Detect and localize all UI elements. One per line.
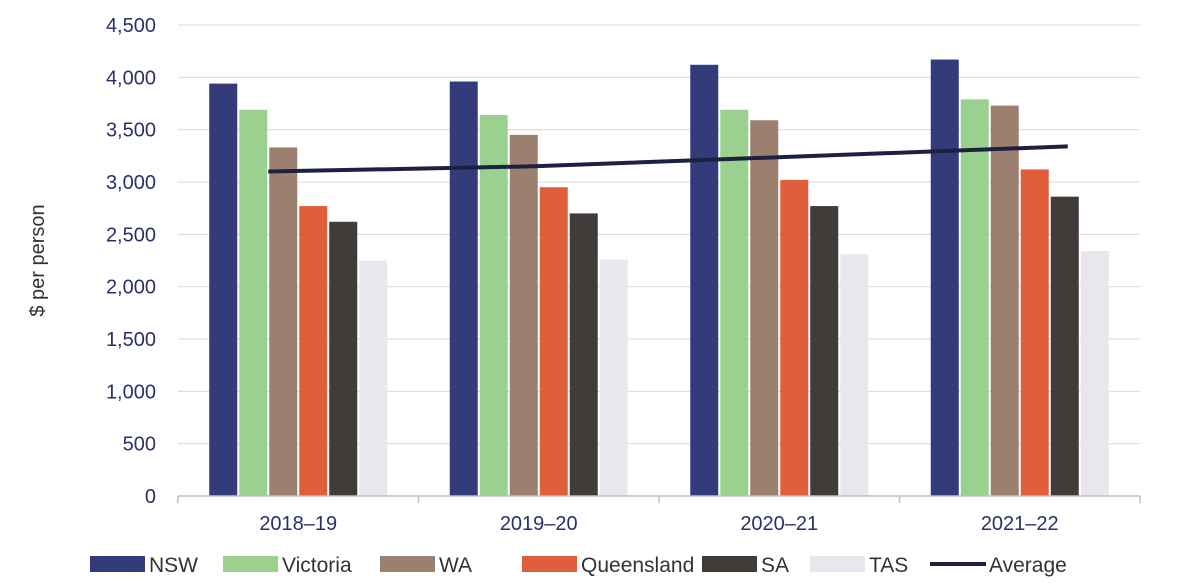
legend-label-sa: SA — [761, 554, 789, 577]
average-line-group — [268, 144, 1068, 174]
bar-victoria-0 — [239, 109, 268, 496]
bar-sa-3 — [1050, 196, 1079, 497]
bar-sa-0 — [329, 221, 358, 497]
x-axis — [177, 495, 1141, 503]
x-category-label: 2021–22 — [981, 513, 1059, 535]
y-tick-label: 4,000 — [106, 67, 156, 89]
legend-label-victoria: Victoria — [282, 554, 352, 577]
bar-tas-3 — [1080, 251, 1109, 496]
y-tick-label: 2,000 — [106, 277, 156, 299]
bar-queensland-2 — [780, 179, 809, 496]
x-category-label: 2020–21 — [740, 513, 818, 535]
bar-queensland-3 — [1020, 169, 1049, 496]
legend-label-nsw: NSW — [149, 554, 198, 577]
y-tick-label: 1,500 — [106, 329, 156, 351]
bar-tas-1 — [599, 259, 628, 496]
legend-swatch-wa — [380, 556, 435, 572]
bar-victoria-3 — [960, 99, 989, 497]
legend-swatch-tas — [810, 556, 865, 572]
legend-label-queensland: Queensland — [581, 554, 694, 577]
bar-tas-2 — [840, 254, 869, 496]
bar-wa-0 — [269, 147, 298, 496]
y-tick-label: 2,500 — [106, 224, 156, 246]
legend-label-tas: TAS — [869, 554, 908, 577]
y-tick-label: 1,000 — [106, 381, 156, 403]
bar-sa-1 — [569, 213, 598, 496]
legend-label-wa: WA — [439, 554, 472, 577]
bar-wa-1 — [509, 134, 538, 496]
bar-victoria-2 — [720, 109, 749, 496]
bar-wa-3 — [990, 105, 1019, 497]
y-tick-label: 3,500 — [106, 120, 156, 142]
x-axis-category-labels: 2018–19 2019–20 2020–21 2021–22 — [259, 513, 1058, 535]
legend-swatch-victoria — [223, 556, 278, 572]
legend: NSW Victoria WA Queensland SA TAS Average — [90, 554, 1067, 577]
x-category-label: 2019–20 — [500, 513, 578, 535]
bar-nsw-2 — [690, 64, 719, 497]
bar-queensland-0 — [299, 206, 328, 496]
legend-label-average: Average — [989, 554, 1067, 577]
bar-victoria-1 — [479, 115, 508, 496]
bars — [209, 59, 1109, 497]
bar-nsw-3 — [930, 59, 959, 496]
bar-queensland-1 — [539, 187, 568, 496]
bar-nsw-1 — [449, 81, 478, 497]
bar-wa-2 — [750, 120, 779, 496]
average-line — [268, 144, 1068, 174]
x-category-label: 2018–19 — [259, 513, 337, 535]
bar-sa-2 — [810, 206, 839, 496]
legend-swatch-nsw — [90, 556, 145, 572]
y-tick-label: 0 — [145, 486, 156, 508]
y-tick-label: 3,000 — [106, 172, 156, 194]
bar-tas-0 — [359, 260, 388, 496]
y-axis-tick-labels: 0 500 1,000 1,500 2,000 2,500 3,000 3,500 4,000 4… — [106, 15, 156, 508]
bar-nsw-0 — [209, 83, 238, 496]
y-axis-title: $ per person — [27, 204, 49, 316]
y-tick-label: 500 — [123, 434, 156, 456]
legend-swatch-sa — [702, 556, 757, 572]
y-tick-label: 4,500 — [106, 15, 156, 37]
legend-swatch-queensland — [522, 556, 577, 572]
